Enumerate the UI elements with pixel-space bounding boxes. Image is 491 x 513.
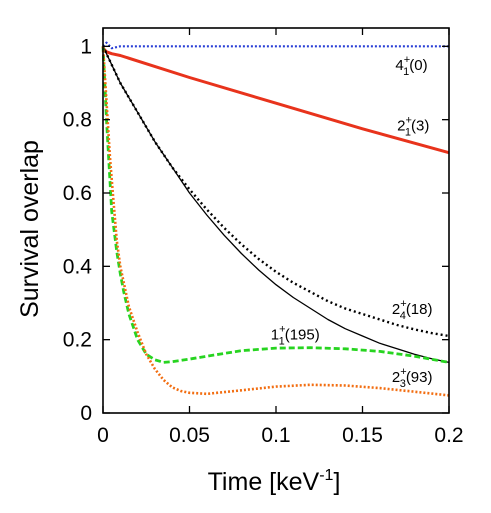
y-axis-title: Survival overlap — [16, 140, 44, 318]
curve-label-state: (195) — [285, 327, 320, 344]
plot-frame — [102, 27, 450, 414]
series-line-3 — [102, 46, 450, 364]
y-tick-label: 0.4 — [63, 255, 93, 278]
curve-label-sup: + — [405, 115, 411, 127]
series-line-5 — [101, 46, 450, 397]
curve-label-main: 1 — [271, 327, 279, 344]
curve-label-2: 2+ 4(18) — [392, 298, 433, 322]
series-line-1 — [101, 47, 450, 155]
curve-label-sub: 4 — [400, 310, 406, 322]
plot-marks — [101, 41, 450, 397]
x-tick-label: 0.05 — [169, 424, 210, 447]
y-tick-label: 1 — [80, 35, 92, 58]
curve-label-main: 4 — [395, 57, 403, 74]
curve-label-sub: 1 — [279, 336, 285, 348]
x-tick-label: 0 — [97, 424, 109, 447]
curve-label-main: 2 — [392, 369, 400, 386]
y-tick-label: 0.8 — [63, 109, 92, 132]
curve-label-3: 1+ 1(195) — [271, 324, 320, 348]
curve-label-sup: + — [404, 54, 410, 66]
y-tick-label: 0.6 — [63, 182, 92, 205]
curve-label-sub: 3 — [400, 378, 406, 390]
x-tick-label: 0.1 — [261, 424, 290, 447]
curve-label-state: (3) — [411, 118, 429, 135]
x-tick-label: 0.15 — [342, 424, 383, 447]
curve-label-0: 4+ 1(0) — [395, 54, 427, 78]
curve-label-main: 2 — [392, 301, 400, 318]
curve-label-main: 2 — [397, 118, 405, 135]
axis-ticks: 0 0.05 0.1 0.15 0.2 0 0.2 0.4 0.6 0.8 1 — [63, 28, 464, 447]
x-axis-title-close: ] — [333, 468, 340, 496]
series-line-0 — [102, 41, 449, 50]
curve-label-sub: 1 — [403, 66, 409, 78]
curve-label-1: 2+ 1(3) — [397, 115, 429, 139]
curve-label-sup: + — [400, 298, 406, 310]
curve-label-state: (0) — [409, 57, 427, 74]
y-tick-label: 0.2 — [63, 329, 92, 352]
y-tick-label: 0 — [80, 402, 92, 425]
series-line-2 — [101, 45, 450, 338]
curve-labels: 4+ 1(0)2+ 1(3)2+ 4(18)1+ 1(195)2+ 3(93) — [271, 54, 433, 390]
curve-label-sup: + — [400, 366, 406, 378]
x-axis-title-exponent: -1 — [319, 467, 333, 484]
curve-label-sub: 1 — [405, 127, 411, 139]
curve-label-state: (93) — [406, 369, 433, 386]
curve-label-state: (18) — [406, 301, 433, 318]
x-tick-label: 0.2 — [434, 424, 463, 447]
curve-label-sup: + — [279, 324, 285, 336]
curve-label-4: 2+ 3(93) — [392, 366, 433, 390]
x-axis-title: Time [keV-1] — [208, 467, 341, 496]
x-axis-title-main: Time [keV — [208, 468, 320, 496]
